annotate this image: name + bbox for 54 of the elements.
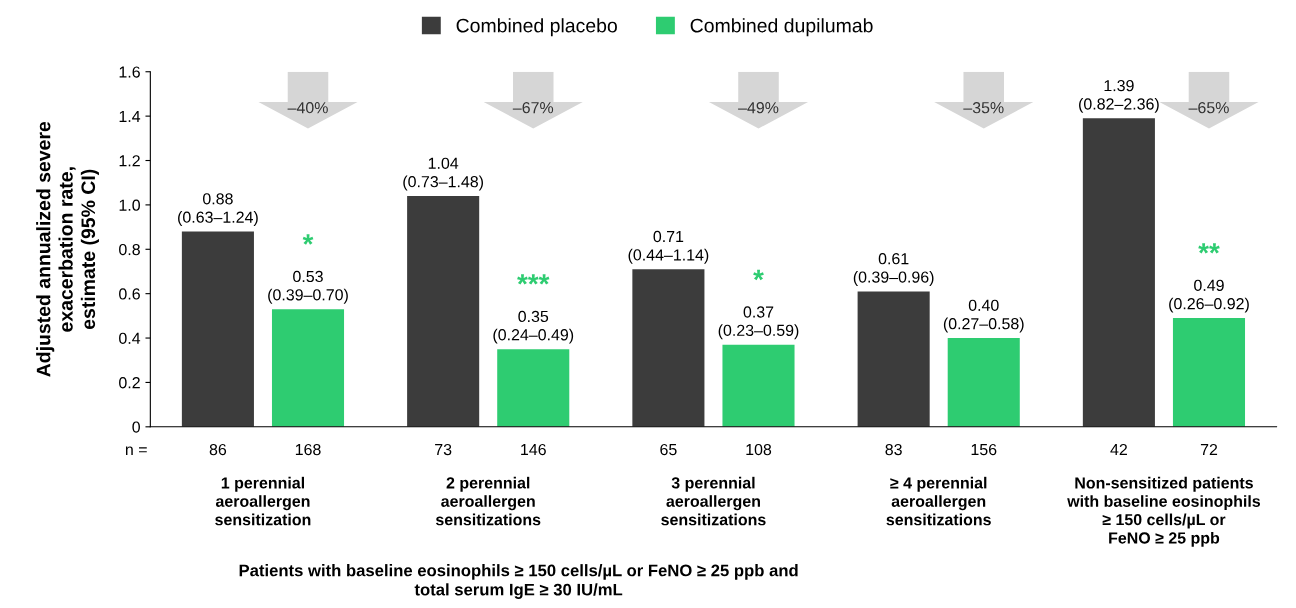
data-label: 1.39 (0.82–2.36) [1079, 79, 1159, 113]
data-label: *** 0.35 (0.24–0.49) [493, 274, 574, 344]
bar [632, 269, 705, 427]
text: n = [125, 446, 147, 456]
text: 72 [1200, 443, 1218, 456]
annotation: –35% [963, 102, 1004, 114]
y-axis-title: Adjusted annualized severe exacerbation rate, estimate (95% CI) [36, 121, 99, 377]
data-label: 0.71 (0.44–1.14) [628, 230, 709, 264]
data-label: 0.88 (0.63–1.24) [178, 193, 258, 226]
x-tick-label: 3 perennial aeroallergen sensitizations [661, 476, 766, 526]
y-tick-label: 0.4 [119, 332, 141, 344]
bar [947, 338, 1020, 427]
text: 156 [971, 443, 997, 456]
annotation: –65% [1188, 102, 1229, 114]
annotation: –67% [512, 102, 554, 114]
bar [1082, 118, 1155, 427]
x-tick-label: 2 perennial aeroallergen sensitizations [435, 476, 541, 526]
data-label: 0.40 (0.27–0.58) [943, 299, 1024, 333]
text: 86 [209, 443, 227, 456]
y-tick-label: 1.0 [119, 199, 140, 211]
data-label: * 0.53 (0.39–0.70) [268, 234, 348, 304]
y-tick-label: 1.4 [119, 110, 141, 122]
text: 146 [521, 443, 546, 456]
data-label: ** 0.49 (0.26–0.92) [1169, 243, 1249, 313]
x-tick-label: 1 perennial aeroallergen sensitization [215, 476, 311, 526]
text: 83 [885, 443, 902, 456]
annotation: –40% [287, 102, 328, 114]
data-label: 0.61 (0.39–0.96) [853, 253, 934, 286]
x-tick-label: ≥ 4 perennial aeroallergen sensitizations [886, 476, 991, 526]
y-tick-label: 0.8 [119, 243, 140, 256]
bar [857, 291, 930, 427]
data-label: 1.04 (0.73–1.48) [403, 157, 484, 191]
bar [1172, 318, 1246, 427]
y-tick-label: 1.6 [119, 66, 140, 78]
legend-label: Combined placebo [456, 18, 617, 37]
y-tick-label: 1.2 [119, 155, 140, 167]
bar [722, 344, 795, 427]
bar [497, 349, 570, 427]
text: 168 [295, 443, 321, 456]
text: 108 [746, 443, 772, 456]
text: 65 [660, 443, 677, 456]
y-tick-label: 0 [132, 421, 140, 433]
annotation: –49% [738, 102, 779, 114]
x-tick-label: Non-sensitized patients with baseline eosinophils ≥ 150 cells/µL or FeNO ≥ 25 ppb [1067, 476, 1261, 547]
y-tick-label: 0.6 [119, 288, 140, 300]
data-label: * 0.37 (0.23–0.59) [718, 269, 799, 340]
x-axis-title: Patients with baseline eosinophils ≥ 150 cells/µL or FeNO ≥ 25 ppb and total serum IgE ≥ 30 IU/mL [239, 564, 798, 599]
y-tick-label: 0.2 [119, 377, 140, 389]
bar [407, 196, 480, 427]
bar [181, 231, 254, 427]
text: 42 [1110, 443, 1127, 456]
bar [271, 309, 345, 427]
legend-label: Combined dupilumab [690, 18, 873, 37]
text: 73 [435, 443, 452, 456]
